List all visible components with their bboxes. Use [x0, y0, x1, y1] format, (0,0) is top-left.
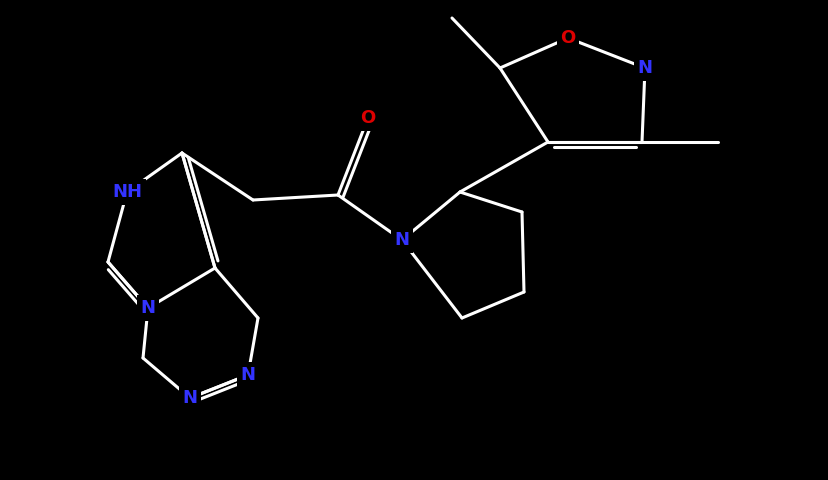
- Text: N: N: [182, 389, 197, 407]
- Text: O: O: [560, 29, 575, 47]
- Text: O: O: [360, 109, 375, 127]
- Text: N: N: [394, 231, 409, 249]
- Text: N: N: [637, 59, 652, 77]
- Text: N: N: [240, 366, 255, 384]
- Text: NH: NH: [112, 183, 142, 201]
- Text: N: N: [140, 299, 156, 317]
